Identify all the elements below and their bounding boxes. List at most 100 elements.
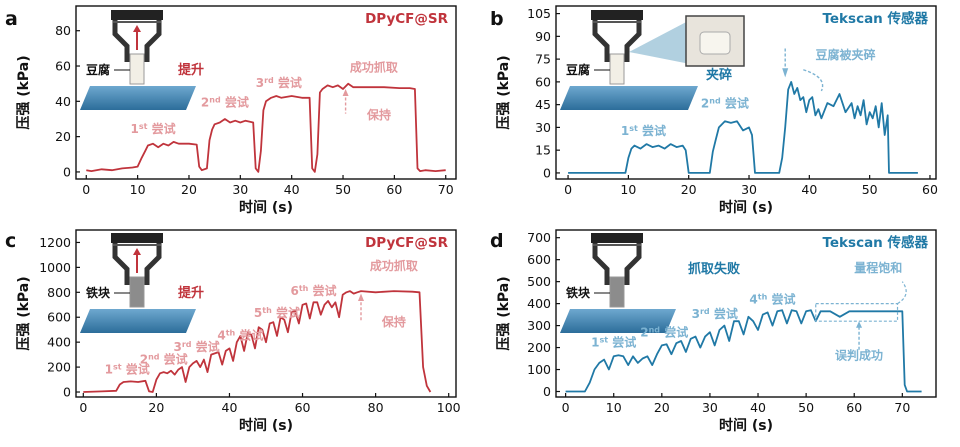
x-tick-label: 70 xyxy=(894,400,910,415)
x-tick-label: 40 xyxy=(284,182,300,197)
y-tick-label: 200 xyxy=(527,340,551,355)
saturation-arrow xyxy=(897,281,907,305)
chart-title: DPyCF@SR xyxy=(365,11,449,27)
gripped-object xyxy=(129,276,145,308)
x-tick-label: 30 xyxy=(232,182,248,197)
series-line xyxy=(568,81,918,174)
y-tick-label: 700 xyxy=(527,230,551,245)
chart-panel-b: b 0 10 20 30 40 50 60 0 15 30 45 60 75 90 105 时间 (s) 压强 (… xyxy=(490,5,938,216)
x-tick-label: 30 xyxy=(741,182,757,197)
annotation-label: 3rd 尝试 xyxy=(256,75,302,90)
series-line xyxy=(86,82,446,173)
plot-frame xyxy=(555,5,937,180)
panel-letter: a xyxy=(5,8,18,30)
misjudge-arrow-head xyxy=(856,321,863,328)
y-axis-label: 压强 (kPa) xyxy=(496,55,512,129)
y-tick-label: 600 xyxy=(527,252,551,267)
x-tick-label: 70 xyxy=(438,182,454,197)
y-axis-label: 压强 (kPa) xyxy=(496,276,512,350)
annotation-label: 1st 尝试 xyxy=(591,334,636,349)
saturation-box xyxy=(815,303,899,322)
annotation-label: 量程饱和 xyxy=(854,260,902,275)
hold-arrow-head xyxy=(342,88,349,97)
platform-shape xyxy=(560,309,676,333)
annotation-label: 4th 尝试 xyxy=(217,328,263,343)
lift-arrow-head xyxy=(133,248,141,255)
x-axis-label: 时间 (s) xyxy=(239,199,293,216)
y-tick-label: 45 xyxy=(535,97,551,112)
object-label: 铁块 xyxy=(86,285,111,300)
gripper-head xyxy=(111,10,163,20)
plot-frame xyxy=(555,229,937,398)
gripped-object xyxy=(609,276,625,308)
platform-shape xyxy=(80,86,196,110)
panel-letter: c xyxy=(5,230,16,252)
y-tick-label: 0 xyxy=(543,165,551,180)
crush-curve xyxy=(803,69,824,92)
series-line xyxy=(565,309,922,393)
x-tick-label: 20 xyxy=(681,182,697,197)
zoom-cone xyxy=(629,20,690,64)
panel-letter: d xyxy=(490,230,504,252)
x-tick-label: 40 xyxy=(222,400,238,415)
y-tick-label: 15 xyxy=(535,143,551,158)
y-tick-label: 60 xyxy=(535,74,551,89)
annotation-label: 5th 尝试 xyxy=(254,305,300,320)
y-tick-label: 500 xyxy=(527,274,551,289)
x-tick-label: 20 xyxy=(148,400,164,415)
x-tick-label: 30 xyxy=(702,400,718,415)
annotation-label: 豆腐被夹碎 xyxy=(816,47,876,62)
x-tick-label: 100 xyxy=(437,400,461,415)
annotation-label: 2nd 尝试 xyxy=(201,95,249,110)
y-tick-label: 100 xyxy=(527,362,551,377)
y-tick-label: 400 xyxy=(47,335,71,350)
series-line xyxy=(83,290,432,393)
x-tick-label: 50 xyxy=(335,182,351,197)
y-tick-label: 0 xyxy=(63,385,71,400)
x-tick-label: 0 xyxy=(564,182,572,197)
lift-arrow-head xyxy=(133,25,141,32)
x-tick-label: 20 xyxy=(181,182,197,197)
panel-letter: b xyxy=(490,8,504,30)
gripped-object xyxy=(609,53,625,85)
y-tick-label: 0 xyxy=(543,384,551,399)
inset-photo: 豆腐 xyxy=(80,10,196,110)
hold-arrow-head xyxy=(358,293,364,302)
y-tick-label: 800 xyxy=(47,285,71,300)
x-tick-label: 60 xyxy=(386,182,402,197)
annotation-label: 保持 xyxy=(381,314,406,329)
y-tick-label: 400 xyxy=(527,296,551,311)
annotation-label: 成功抓取 xyxy=(350,59,398,74)
x-tick-label: 10 xyxy=(130,182,146,197)
x-tick-label: 0 xyxy=(79,400,87,415)
gripper-head xyxy=(591,10,643,20)
inset-photo: 铁块 xyxy=(560,233,676,333)
y-axis-label: 压强 (kPa) xyxy=(16,55,32,129)
y-tick-label: 0 xyxy=(63,164,71,179)
x-tick-label: 0 xyxy=(82,182,90,197)
x-tick-label: 0 xyxy=(562,400,570,415)
y-tick-label: 1000 xyxy=(39,260,71,275)
inset-photo: 铁块 xyxy=(80,233,196,333)
y-tick-label: 40 xyxy=(55,94,71,109)
y-tick-label: 105 xyxy=(527,6,551,21)
chart-panel-d: d0 10 20 30 40 50 60 700100200300400500600700时间… xyxy=(490,229,937,434)
gripped-object xyxy=(129,53,145,85)
zoom-object xyxy=(699,31,731,55)
x-tick-label: 50 xyxy=(862,182,878,197)
x-axis-label: 时间 (s) xyxy=(239,417,293,434)
gripper-head xyxy=(591,233,643,243)
x-tick-label: 60 xyxy=(295,400,311,415)
x-axis-label: 时间 (s) xyxy=(719,199,773,216)
annotation-label: 2nd 尝试 xyxy=(701,96,749,111)
y-tick-label: 20 xyxy=(55,129,71,144)
x-tick-label: 60 xyxy=(846,400,862,415)
x-axis-label: 时间 (s) xyxy=(719,417,773,434)
annotation-label: 3rd 尝试 xyxy=(173,339,219,354)
y-tick-label: 200 xyxy=(47,360,71,375)
y-tick-label: 90 xyxy=(535,29,551,44)
annotation-label: 1st 尝试 xyxy=(621,123,666,138)
gripper-head xyxy=(111,233,163,243)
